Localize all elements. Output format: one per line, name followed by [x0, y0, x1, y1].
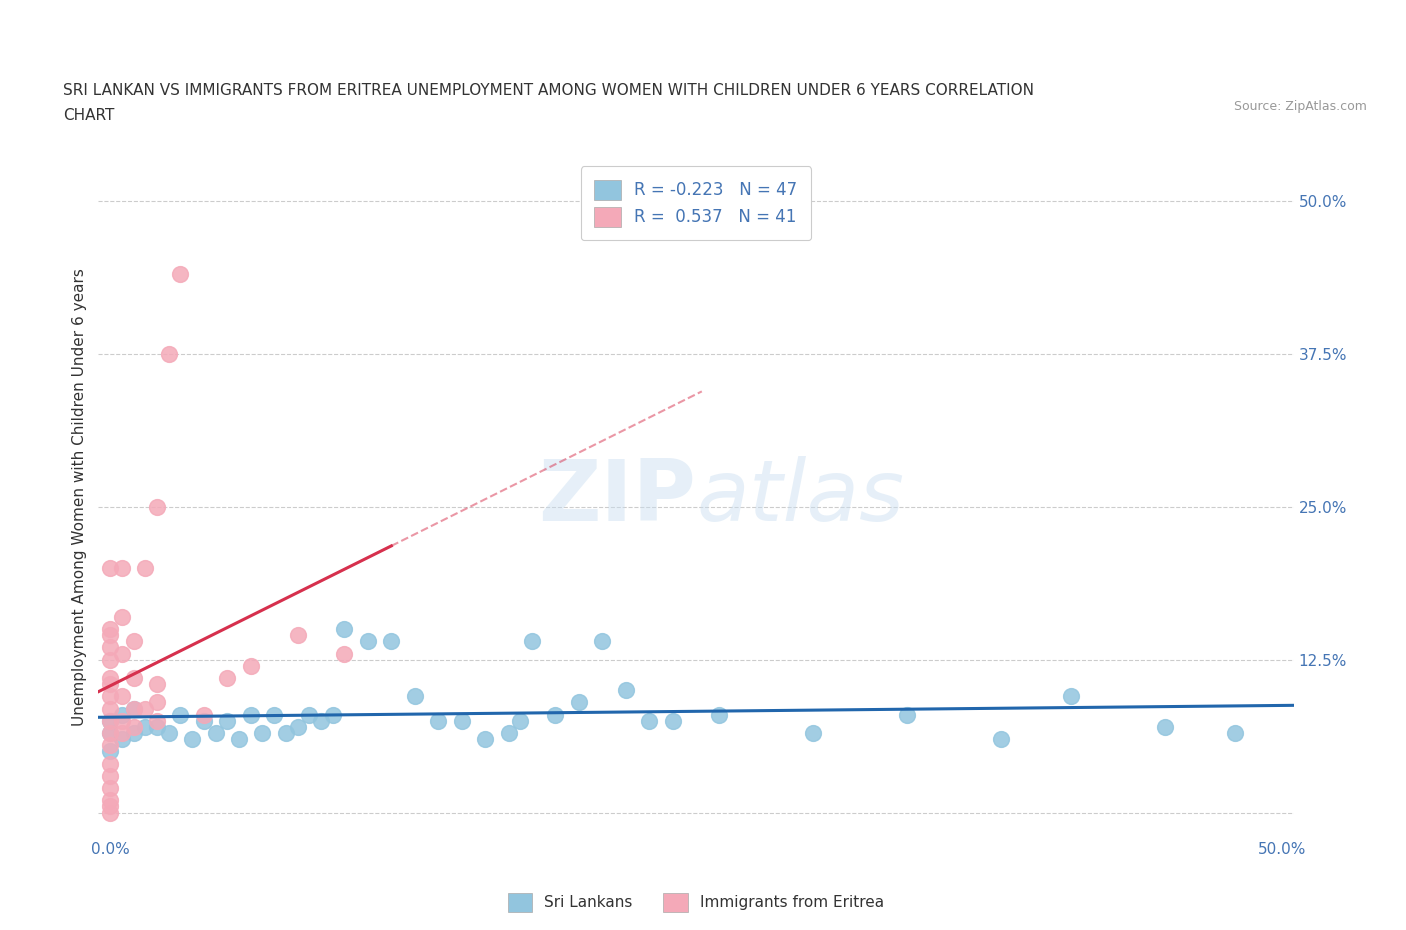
Point: [474, 732, 496, 747]
Point: [333, 646, 356, 661]
Text: Source: ZipAtlas.com: Source: ZipAtlas.com: [1233, 100, 1367, 113]
Point: [98, 713, 121, 728]
Point: [450, 713, 472, 728]
Point: [146, 720, 169, 735]
Point: [709, 707, 731, 722]
Point: [169, 267, 191, 282]
Point: [111, 732, 134, 747]
Point: [217, 671, 239, 685]
Point: [122, 701, 145, 716]
Point: [98, 561, 121, 576]
Point: [98, 737, 121, 752]
Point: [661, 713, 683, 728]
Point: [520, 634, 543, 649]
Point: [239, 707, 262, 722]
Point: [591, 634, 613, 649]
Point: [122, 634, 145, 649]
Point: [111, 561, 134, 576]
Point: [98, 677, 121, 692]
Point: [98, 725, 121, 740]
Point: [146, 695, 169, 710]
Point: [122, 720, 145, 735]
Point: [333, 621, 356, 636]
Y-axis label: Unemployment Among Women with Children Under 6 years: Unemployment Among Women with Children U…: [72, 269, 87, 726]
Point: [98, 805, 121, 820]
Point: [98, 768, 121, 783]
Point: [638, 713, 661, 728]
Text: atlas: atlas: [696, 456, 904, 539]
Point: [298, 707, 321, 722]
Point: [309, 713, 332, 728]
Point: [98, 725, 121, 740]
Point: [146, 677, 169, 692]
Point: [157, 725, 180, 740]
Legend: R = -0.223   N = 47, R =  0.537   N = 41: R = -0.223 N = 47, R = 0.537 N = 41: [581, 166, 811, 241]
Point: [193, 707, 215, 722]
Point: [98, 701, 121, 716]
Point: [193, 713, 215, 728]
Point: [287, 720, 309, 735]
Point: [98, 780, 121, 795]
Point: [404, 689, 426, 704]
Point: [134, 720, 156, 735]
Point: [274, 725, 297, 740]
Point: [134, 701, 156, 716]
Point: [896, 707, 918, 722]
Point: [239, 658, 262, 673]
Point: [204, 725, 226, 740]
Point: [98, 621, 121, 636]
Point: [111, 725, 134, 740]
Text: SRI LANKAN VS IMMIGRANTS FROM ERITREA UNEMPLOYMENT AMONG WOMEN WITH CHILDREN UND: SRI LANKAN VS IMMIGRANTS FROM ERITREA UN…: [63, 83, 1035, 98]
Point: [146, 713, 169, 728]
Point: [98, 799, 121, 814]
Point: [134, 561, 156, 576]
Point: [122, 725, 145, 740]
Point: [98, 756, 121, 771]
Point: [98, 628, 121, 643]
Point: [322, 707, 344, 722]
Point: [98, 640, 121, 655]
Point: [122, 701, 145, 716]
Legend: Sri Lankans, Immigrants from Eritrea: Sri Lankans, Immigrants from Eritrea: [502, 887, 890, 918]
Point: [568, 695, 591, 710]
Point: [509, 713, 531, 728]
Point: [169, 707, 191, 722]
Point: [287, 628, 309, 643]
Point: [122, 671, 145, 685]
Point: [252, 725, 274, 740]
Point: [1060, 689, 1083, 704]
Point: [357, 634, 380, 649]
Point: [990, 732, 1012, 747]
Point: [427, 713, 450, 728]
Point: [217, 713, 239, 728]
Point: [111, 646, 134, 661]
Point: [98, 744, 121, 759]
Point: [98, 689, 121, 704]
Point: [146, 499, 169, 514]
Point: [98, 713, 121, 728]
Point: [380, 634, 402, 649]
Point: [157, 346, 180, 361]
Point: [228, 732, 250, 747]
Point: [111, 707, 134, 722]
Point: [98, 793, 121, 808]
Point: [498, 725, 520, 740]
Point: [544, 707, 567, 722]
Point: [263, 707, 285, 722]
Text: CHART: CHART: [63, 108, 115, 123]
Point: [111, 689, 134, 704]
Point: [111, 713, 134, 728]
Point: [1223, 725, 1246, 740]
Point: [98, 652, 121, 667]
Text: ZIP: ZIP: [538, 456, 696, 539]
Point: [98, 671, 121, 685]
Point: [801, 725, 824, 740]
Point: [614, 683, 637, 698]
Point: [181, 732, 204, 747]
Point: [1153, 720, 1175, 735]
Point: [111, 609, 134, 624]
